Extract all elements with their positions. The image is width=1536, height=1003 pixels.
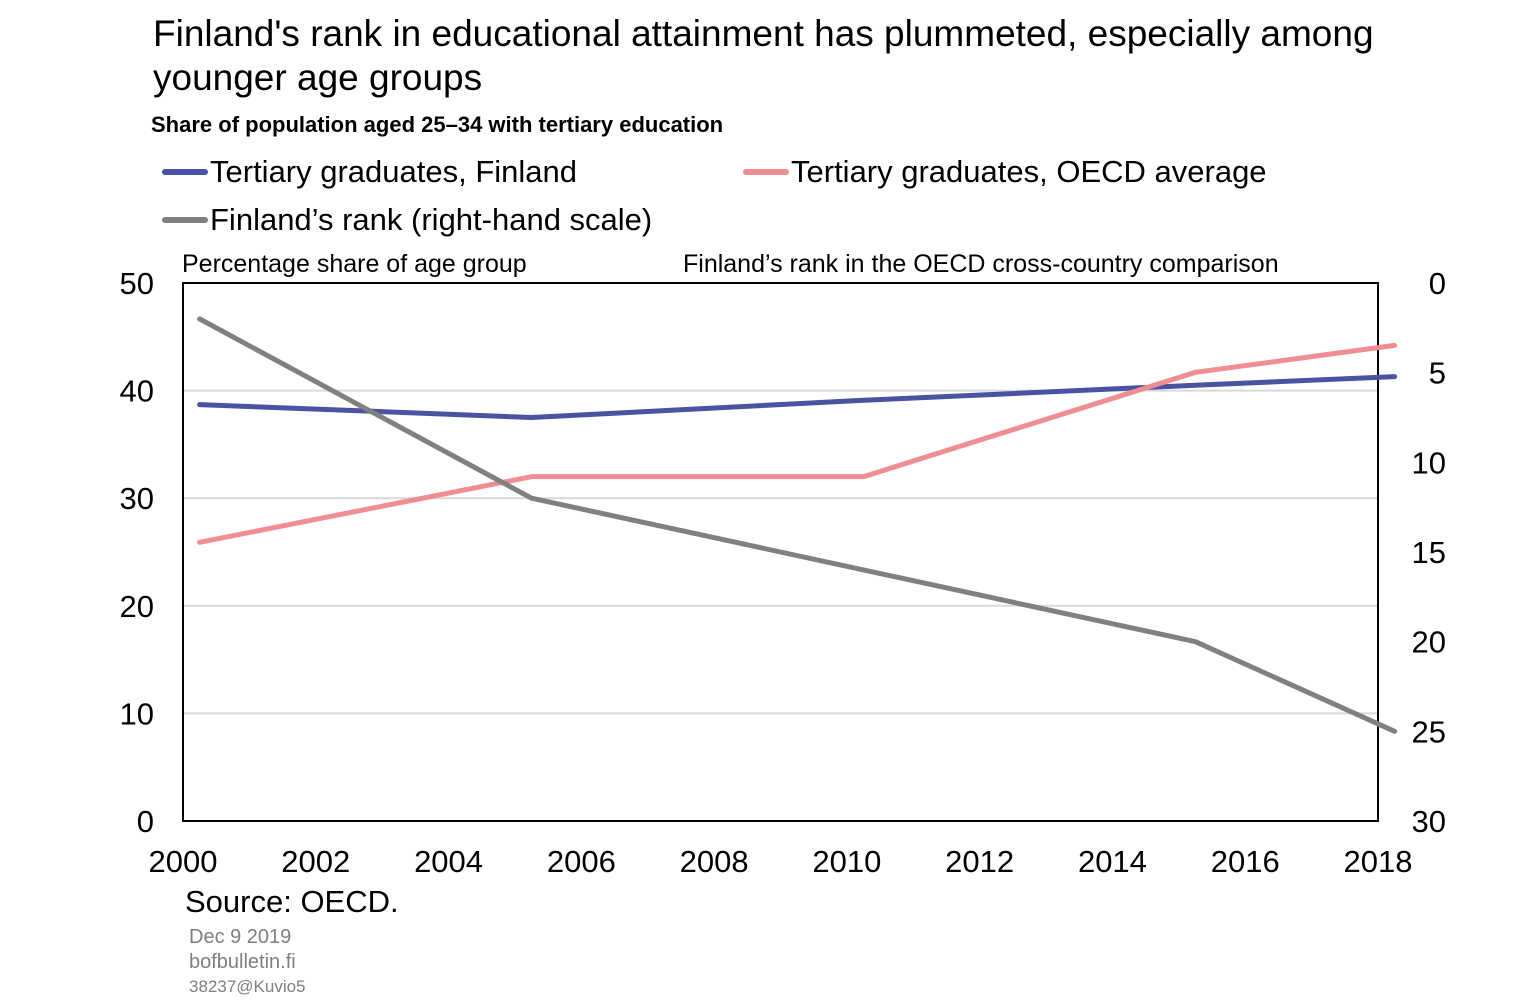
x-tick-label: 2014 xyxy=(1078,844,1147,879)
legend-item-finland: Tertiary graduates, Finland xyxy=(162,154,577,190)
x-tick-label: 2004 xyxy=(414,844,483,879)
series-line-rank xyxy=(197,316,1398,734)
x-tick-label: 2010 xyxy=(812,844,881,879)
y-tick-label: 20 xyxy=(120,589,154,624)
x-tick-label: 2012 xyxy=(945,844,1014,879)
x-tick-label: 2008 xyxy=(680,844,749,879)
y-tick-label: 50 xyxy=(120,266,154,301)
y-tick-label: 40 xyxy=(120,374,154,409)
x-tick-label: 2006 xyxy=(547,844,616,879)
chart-title: Finland's rank in educational attainment… xyxy=(153,13,1374,98)
series-line-oecd xyxy=(197,342,1398,545)
y2-tick-label: 15 xyxy=(1412,535,1446,570)
legend-swatch-oecd xyxy=(743,169,789,175)
legend-label-finland: Tertiary graduates, Finland xyxy=(210,154,578,189)
x-tick-label: 2016 xyxy=(1211,844,1280,879)
series-line-finland xyxy=(197,374,1398,420)
publication-site: bofbulletin.fi xyxy=(189,951,296,973)
x-tick-label: 2002 xyxy=(281,844,350,879)
y2-tick-label: 20 xyxy=(1412,625,1446,660)
plot-frame xyxy=(182,282,1379,822)
legend-item-oecd: Tertiary graduates, OECD average xyxy=(743,154,1267,190)
legend-swatch-finland xyxy=(162,169,208,175)
legend-label-oecd: Tertiary graduates, OECD average xyxy=(791,154,1267,189)
x-tick-label: 2018 xyxy=(1344,844,1413,879)
left-axis-label: Percentage share of age group xyxy=(182,250,527,278)
y2-tick-label: 25 xyxy=(1412,714,1446,749)
chart-id: 38237@Kuvio5 xyxy=(189,977,306,996)
publication-date: Dec 9 2019 xyxy=(189,926,292,948)
legend-item-rank: Finland’s rank (right-hand scale) xyxy=(162,202,652,238)
y-tick-label: 10 xyxy=(120,696,154,731)
y2-tick-label: 30 xyxy=(1412,804,1446,839)
legend-label-rank: Finland’s rank (right-hand scale) xyxy=(210,202,653,237)
chart-subtitle: Share of population aged 25–34 with tert… xyxy=(151,112,724,137)
x-tick-label: 2000 xyxy=(149,844,218,879)
right-axis-label: Finland’s rank in the OECD cross-country… xyxy=(683,250,1279,278)
y2-tick-label: 5 xyxy=(1429,356,1446,391)
y-tick-label: 30 xyxy=(120,481,154,516)
y-tick-label: 0 xyxy=(137,804,154,839)
legend-swatch-rank xyxy=(162,217,208,223)
y2-tick-label: 10 xyxy=(1412,445,1446,480)
source-note: Source: OECD. xyxy=(185,884,399,919)
y2-tick-label: 0 xyxy=(1429,266,1446,301)
